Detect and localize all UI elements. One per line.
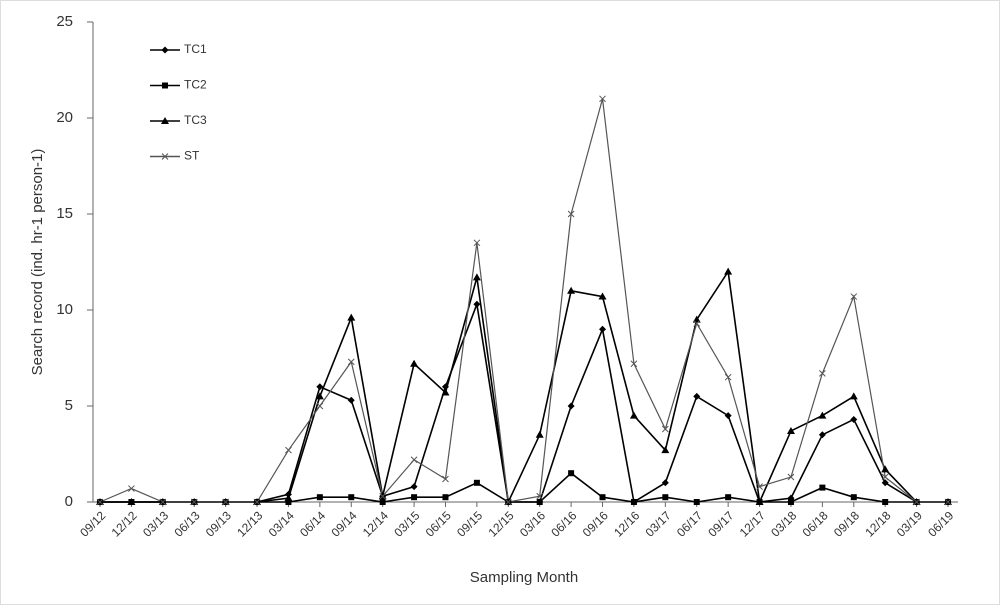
y-tick-label: 0: [65, 493, 73, 510]
data-point: [661, 425, 669, 433]
data-point: [693, 499, 700, 505]
y-tick-label: 15: [56, 205, 73, 222]
legend-label: TC2: [184, 78, 207, 92]
y-tick-label: 25: [56, 13, 73, 30]
data-point: [472, 273, 481, 281]
data-point: [441, 383, 449, 391]
legend-marker: [161, 117, 169, 124]
data-point: [599, 95, 606, 103]
data-point: [629, 411, 638, 419]
data-point: [756, 483, 763, 490]
data-point: [410, 456, 418, 464]
data-point: [819, 484, 826, 491]
data-point: [441, 388, 450, 396]
data-point: [850, 293, 858, 300]
data-point: [818, 431, 826, 439]
data-point: [693, 392, 701, 400]
data-point: [316, 402, 324, 410]
data-point: [315, 392, 324, 400]
data-point: [96, 498, 104, 506]
data-point: [881, 473, 889, 481]
data-point: [410, 483, 418, 491]
data-point: [159, 498, 167, 506]
data-point: [598, 292, 607, 300]
data-point: [567, 402, 575, 410]
data-point: [568, 470, 575, 477]
legend-label: ST: [184, 149, 200, 163]
data-point: [724, 267, 733, 275]
data-point: [755, 498, 764, 505]
data-point: [881, 465, 890, 473]
legend-marker: [161, 46, 169, 54]
data-point: [662, 494, 669, 501]
data-point: [285, 446, 292, 454]
data-point: [630, 499, 637, 505]
data-point: [724, 412, 732, 420]
data-point: [127, 498, 136, 505]
data-point: [535, 430, 544, 438]
data-point: [504, 498, 512, 506]
data-point: [253, 498, 261, 506]
y-tick-label: 5: [65, 397, 73, 414]
data-point: [850, 494, 857, 501]
data-point: [818, 411, 827, 419]
y-tick-label: 20: [56, 109, 73, 126]
data-point: [567, 286, 576, 294]
data-point: [442, 494, 449, 501]
data-point: [787, 499, 794, 505]
data-point: [316, 383, 324, 391]
data-point: [819, 370, 826, 377]
data-point: [787, 473, 795, 481]
data-point: [285, 499, 292, 505]
legend-marker: [162, 82, 168, 89]
data-point: [284, 494, 293, 502]
data-point: [599, 494, 606, 501]
data-point: [379, 499, 386, 505]
data-point: [222, 498, 229, 506]
legend-label: TC3: [184, 113, 207, 127]
y-axis-label: Search record (ind. hr-1 person-1): [29, 149, 46, 376]
data-point: [881, 479, 889, 487]
legend-label: TC1: [184, 42, 207, 56]
data-point: [913, 498, 920, 506]
data-point: [630, 360, 638, 368]
x-axis-label: Sampling Month: [470, 569, 578, 586]
data-point: [347, 358, 355, 366]
data-point: [473, 239, 481, 247]
data-point: [347, 396, 355, 404]
data-point: [725, 494, 732, 501]
data-point: [348, 494, 355, 501]
data-point: [347, 313, 356, 321]
data-point: [599, 325, 607, 333]
data-point: [379, 492, 387, 500]
data-point: [442, 475, 449, 483]
data-point: [882, 499, 889, 505]
data-point: [661, 479, 669, 487]
data-point: [724, 373, 732, 381]
data-point: [128, 485, 135, 492]
data-point: [473, 300, 481, 308]
data-point: [536, 499, 543, 505]
legend-marker: [161, 153, 169, 160]
data-point: [410, 359, 419, 367]
data-point: [411, 494, 418, 501]
data-point: [567, 210, 575, 218]
data-point: [786, 426, 795, 434]
data-point: [693, 320, 701, 327]
data-point: [473, 479, 480, 486]
data-point: [849, 392, 858, 400]
data-point: [536, 492, 544, 500]
y-tick-label: 10: [56, 301, 73, 318]
series-line: [99, 98, 948, 503]
data-point: [661, 446, 670, 454]
data-point: [190, 498, 198, 506]
data-point: [944, 498, 952, 506]
data-point: [316, 494, 323, 501]
data-point: [850, 415, 858, 423]
